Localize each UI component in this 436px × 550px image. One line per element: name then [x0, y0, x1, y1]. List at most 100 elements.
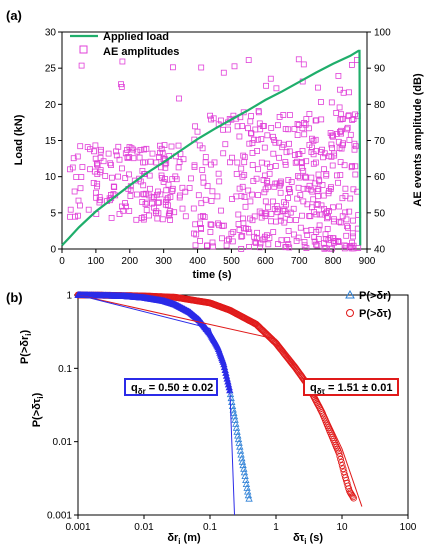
ae-point [271, 183, 278, 190]
ae-point [285, 186, 292, 193]
y-tick-label: 5 [50, 208, 56, 219]
dtau-point [349, 493, 357, 501]
ae-point [272, 218, 279, 225]
ae-point [255, 108, 262, 114]
ae-point [270, 198, 276, 205]
ae-point [270, 133, 276, 140]
ae-point [293, 217, 299, 223]
ae-point [308, 135, 315, 142]
ae-point [167, 216, 174, 223]
ae-point [126, 171, 132, 178]
b-y-tick-label: 1 [66, 291, 72, 302]
ae-point [141, 159, 148, 166]
ae-point [306, 141, 313, 148]
ae-point [266, 235, 273, 242]
y2-tick-label: 70 [374, 136, 386, 147]
panel-b-x-label-left: δri (m) [167, 532, 201, 546]
ae-point [119, 165, 125, 172]
ae-point [162, 176, 169, 182]
ae-point [301, 239, 308, 245]
ae-point [313, 147, 320, 154]
ae-point [140, 216, 147, 223]
ae-point [256, 120, 263, 127]
ae-point [230, 229, 237, 235]
panel-a-y-right-ticks: 40 50 60 70 80 90 100 [367, 28, 391, 256]
ae-point [286, 217, 293, 223]
ae-amplitudes-series [67, 56, 362, 252]
ae-point [236, 185, 243, 192]
ae-point [251, 213, 258, 220]
p-dtau-series [74, 291, 358, 502]
x-tick-label: 700 [291, 256, 308, 267]
ae-point [109, 174, 115, 181]
ae-point [137, 178, 144, 185]
ae-point [311, 238, 318, 245]
ae-point [155, 199, 161, 206]
ae-point [335, 73, 342, 79]
ae-point [306, 212, 313, 219]
ae-point [179, 205, 186, 212]
ae-point [78, 174, 85, 180]
ae-point [94, 161, 100, 168]
q-dr-text: qδr = 0.50 ± 0.02 [131, 382, 213, 396]
ae-point [257, 244, 263, 251]
ae-point [153, 159, 160, 166]
dtau-point [335, 449, 343, 457]
ae-point [214, 193, 221, 200]
ae-point [282, 161, 289, 168]
dr-point [230, 412, 239, 420]
ae-point [284, 195, 291, 202]
ae-point [314, 193, 321, 200]
ae-point [198, 226, 205, 233]
ae-point [301, 131, 308, 138]
ae-point [193, 231, 200, 238]
ae-point [343, 232, 350, 239]
ae-point [119, 58, 126, 65]
ae-point [153, 208, 160, 215]
ae-point [71, 188, 78, 195]
ae-point [300, 167, 307, 174]
ae-point [337, 128, 343, 135]
ae-point [297, 224, 304, 231]
ae-point [180, 156, 187, 163]
ae-point [97, 148, 104, 155]
ae-point [220, 126, 227, 133]
ae-point [296, 174, 303, 181]
ae-point [249, 191, 255, 198]
ae-point [210, 243, 216, 250]
ae-point [351, 146, 358, 153]
ae-point [74, 153, 81, 160]
ae-point [277, 189, 284, 196]
ae-point [190, 205, 197, 212]
b-x-tick-label: 10 [336, 522, 348, 533]
ae-point [277, 213, 284, 220]
y-tick-label: 0 [50, 245, 56, 256]
ae-point [297, 192, 304, 199]
ae-point [337, 172, 344, 178]
dtau-point [337, 455, 345, 463]
ae-point [321, 245, 328, 252]
ae-point [261, 144, 268, 151]
ae-point [301, 242, 308, 249]
ae-point [87, 166, 93, 173]
ae-point [245, 187, 252, 194]
ae-point [328, 141, 335, 148]
dtau-point [345, 485, 353, 493]
ae-point [202, 154, 209, 160]
ae-point [284, 237, 291, 243]
ae-point [219, 235, 225, 242]
ae-point [338, 116, 345, 122]
q-dt-box: qδτ = 1.51 ± 0.01 [303, 378, 399, 396]
ae-point [253, 235, 260, 242]
ae-point [268, 218, 275, 225]
ae-point [97, 154, 104, 161]
x-tick-label: 800 [325, 256, 342, 267]
ae-point [299, 212, 305, 219]
ae-point [325, 190, 332, 197]
ae-point [194, 128, 201, 135]
ae-point [139, 167, 146, 174]
ae-point [296, 151, 303, 157]
ae-point [165, 212, 172, 219]
dtau-point [338, 462, 346, 469]
ae-point [241, 172, 248, 178]
